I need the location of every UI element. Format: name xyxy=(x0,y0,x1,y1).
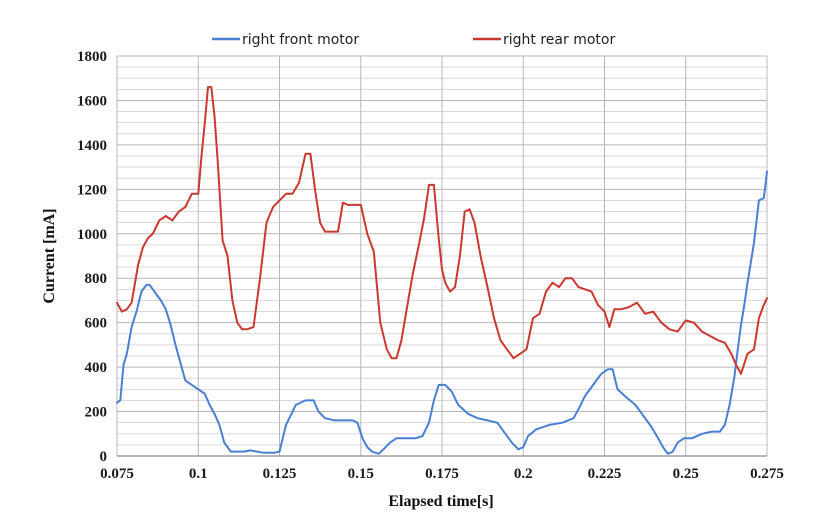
y-tick-labels: 0 200 400 600 800 1000 1200 1400 1600 1800 xyxy=(77,49,107,465)
legend: right front motor right rear motor xyxy=(212,32,615,48)
x-tick-label: 0.125 xyxy=(263,466,297,482)
y-tick-label: 1800 xyxy=(77,49,107,65)
x-tick-label: 0.15 xyxy=(348,466,374,482)
series-lines xyxy=(116,86,768,455)
x-tick-label: 0.1 xyxy=(189,466,208,482)
x-tick-label: 0.075 xyxy=(100,466,134,482)
y-tick-label: 1600 xyxy=(77,93,107,109)
x-tick-label: 0.2 xyxy=(514,466,533,482)
y-tick-label: 200 xyxy=(85,405,108,421)
y-tick-label: 0 xyxy=(100,449,108,465)
legend-label-rear: right rear motor xyxy=(503,32,615,48)
legend-label-front: right front motor xyxy=(242,32,359,48)
series-line-right-front-motor xyxy=(116,170,768,455)
x-tick-label: 0.225 xyxy=(588,466,622,482)
x-tick-label: 0.25 xyxy=(673,466,699,482)
y-tick-label: 1200 xyxy=(77,182,107,198)
x-tick-label: 0.175 xyxy=(425,466,459,482)
y-tick-label: 600 xyxy=(85,316,108,332)
y-tick-label: 1000 xyxy=(77,227,107,243)
x-axis-title: Elapsed time[s] xyxy=(388,493,493,510)
y-axis-title: Current [mA] xyxy=(41,208,58,303)
series-line-right-rear-motor xyxy=(116,86,768,375)
y-tick-label: 400 xyxy=(85,360,108,376)
y-tick-label: 800 xyxy=(85,271,108,287)
y-tick-label: 1400 xyxy=(77,138,107,154)
x-tick-labels: 0.075 0.1 0.125 0.15 0.175 0.2 0.225 0.25 0.275 xyxy=(100,466,784,482)
x-tick-label: 0.275 xyxy=(750,466,784,482)
